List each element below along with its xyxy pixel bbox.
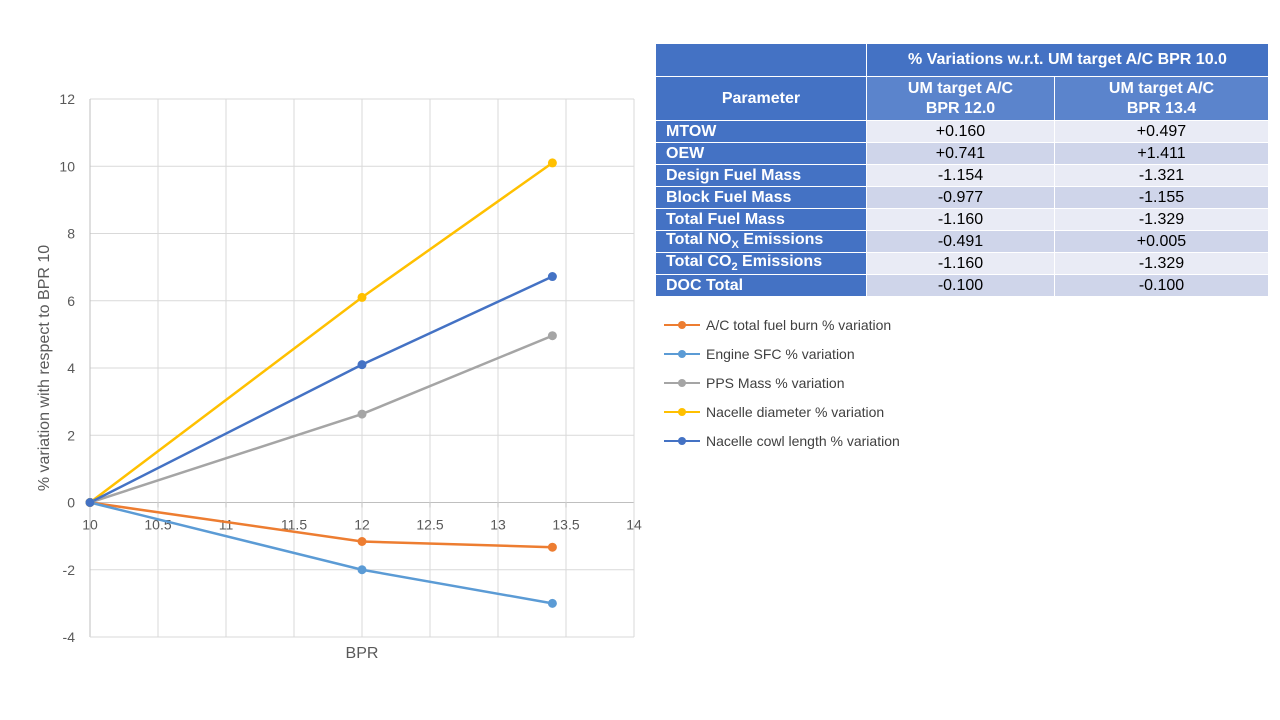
variation-table: % Variations w.r.t. UM target A/C BPR 10…	[655, 43, 1269, 297]
row-value-bpr12: -0.491	[866, 230, 1055, 253]
x-tick-label: 12	[354, 517, 370, 533]
legend-label: Nacelle cowl length % variation	[706, 432, 900, 449]
table-row: DOC Total -0.100 -0.100	[655, 274, 1269, 297]
table-corner-cell	[655, 43, 867, 77]
col-bpr134-header-line1: UM target A/C	[1108, 79, 1215, 97]
legend-marker	[664, 349, 700, 358]
table-row: Block Fuel Mass -0.977 -1.155	[655, 186, 1269, 209]
row-param: DOC Total	[655, 274, 867, 297]
col-bpr12-header-line2: BPR 12.0	[925, 99, 996, 117]
row-value-bpr134: -1.329	[1054, 208, 1269, 231]
row-param: OEW	[655, 142, 867, 165]
legend-label: PPS Mass % variation	[706, 374, 845, 391]
table-row: Design Fuel Mass -1.154 -1.321	[655, 164, 1269, 187]
col-bpr12-header-line1: UM target A/C	[907, 79, 1014, 97]
x-tick-label: 11.5	[281, 517, 307, 533]
row-param: Total NOX Emissions	[655, 230, 867, 253]
gridlines	[89, 98, 635, 638]
chart-legend: A/C total fuel burn % variation Engine S…	[664, 310, 900, 455]
legend-marker	[664, 436, 700, 445]
row-param: MTOW	[655, 120, 867, 143]
col-bpr134-header-line2: BPR 13.4	[1126, 99, 1197, 117]
data-point	[547, 598, 557, 608]
legend-marker	[664, 407, 700, 416]
row-value-bpr134: +1.411	[1054, 142, 1269, 165]
data-point	[547, 158, 557, 168]
data-point	[357, 360, 367, 370]
legend-item: A/C total fuel burn % variation	[664, 310, 900, 339]
y-tick-labels: 12 10 8 6 4 2 0 -2 -4	[59, 91, 75, 645]
y-tick-label: -4	[63, 629, 76, 645]
data-point	[357, 292, 367, 302]
row-value-bpr12: -1.160	[866, 208, 1055, 231]
data-point	[547, 331, 557, 341]
x-tick-label: 13	[490, 517, 506, 533]
row-value-bpr134: -0.100	[1054, 274, 1269, 297]
data-point	[357, 537, 367, 547]
legend-item: Nacelle cowl length % variation	[664, 426, 900, 455]
legend-label: Engine SFC % variation	[706, 345, 855, 362]
table-row: Total Fuel Mass -1.160 -1.329	[655, 208, 1269, 231]
y-axis-label: % variation with respect to BPR 10	[36, 245, 53, 491]
y-tick-label: 2	[67, 427, 75, 443]
col-bpr12-header: UM target A/C BPR 12.0	[866, 76, 1055, 121]
y-tick-label: 4	[67, 360, 75, 376]
table-row: Total CO2 Emissions -1.160 -1.329	[655, 252, 1269, 275]
data-point	[357, 565, 367, 575]
x-tick-label: 14	[626, 517, 642, 533]
data-point	[85, 498, 95, 507]
legend-label: A/C total fuel burn % variation	[706, 316, 892, 333]
legend-item: PPS Mass % variation	[664, 368, 900, 397]
row-value-bpr12: +0.160	[866, 120, 1055, 143]
row-value-bpr134: -1.321	[1054, 164, 1269, 187]
row-value-bpr134: +0.005	[1054, 230, 1269, 253]
table-row: MTOW +0.160 +0.497	[655, 120, 1269, 143]
x-tick-label: 13.5	[552, 517, 579, 533]
x-tick-label: 11	[219, 517, 234, 533]
x-axis-label: BPR	[346, 645, 379, 662]
y-tick-label: 10	[59, 158, 75, 174]
row-value-bpr12: +0.741	[866, 142, 1055, 165]
row-value-bpr12: -1.160	[866, 252, 1055, 275]
series-points	[85, 158, 557, 608]
row-param: Design Fuel Mass	[655, 164, 867, 187]
legend-marker	[664, 320, 700, 329]
row-value-bpr134: -1.155	[1054, 186, 1269, 209]
x-tick-label: 10	[82, 517, 98, 533]
legend-marker	[664, 378, 700, 387]
table-top-header: % Variations w.r.t. UM target A/C BPR 10…	[866, 43, 1269, 77]
row-value-bpr134: +0.497	[1054, 120, 1269, 143]
row-param: Block Fuel Mass	[655, 186, 867, 209]
legend-item: Nacelle diameter % variation	[664, 397, 900, 426]
y-tick-label: 6	[67, 293, 75, 309]
x-tick-labels: 10 10.5 11 11.5 12 12.5 13 13.5 14	[82, 517, 642, 533]
y-tick-label: 0	[67, 495, 75, 511]
y-tick-label: 12	[59, 91, 75, 107]
y-tick-label: -2	[63, 562, 76, 578]
data-point	[357, 409, 367, 419]
col-bpr134-header: UM target A/C BPR 13.4	[1054, 76, 1269, 121]
row-value-bpr12: -0.100	[866, 274, 1055, 297]
data-point	[547, 542, 557, 552]
row-value-bpr12: -1.154	[866, 164, 1055, 187]
table-row: OEW +0.741 +1.411	[655, 142, 1269, 165]
row-param: Total Fuel Mass	[655, 208, 867, 231]
legend-item: Engine SFC % variation	[664, 339, 900, 368]
data-point	[547, 272, 557, 282]
row-param: Total CO2 Emissions	[655, 252, 867, 275]
row-value-bpr12: -0.977	[866, 186, 1055, 209]
x-tick-label: 12.5	[416, 517, 443, 533]
parameter-header: Parameter	[655, 76, 867, 121]
table-row: Total NOX Emissions -0.491 +0.005	[655, 230, 1269, 253]
row-value-bpr134: -1.329	[1054, 252, 1269, 275]
legend-label: Nacelle diameter % variation	[706, 403, 885, 420]
y-tick-label: 8	[67, 226, 75, 242]
